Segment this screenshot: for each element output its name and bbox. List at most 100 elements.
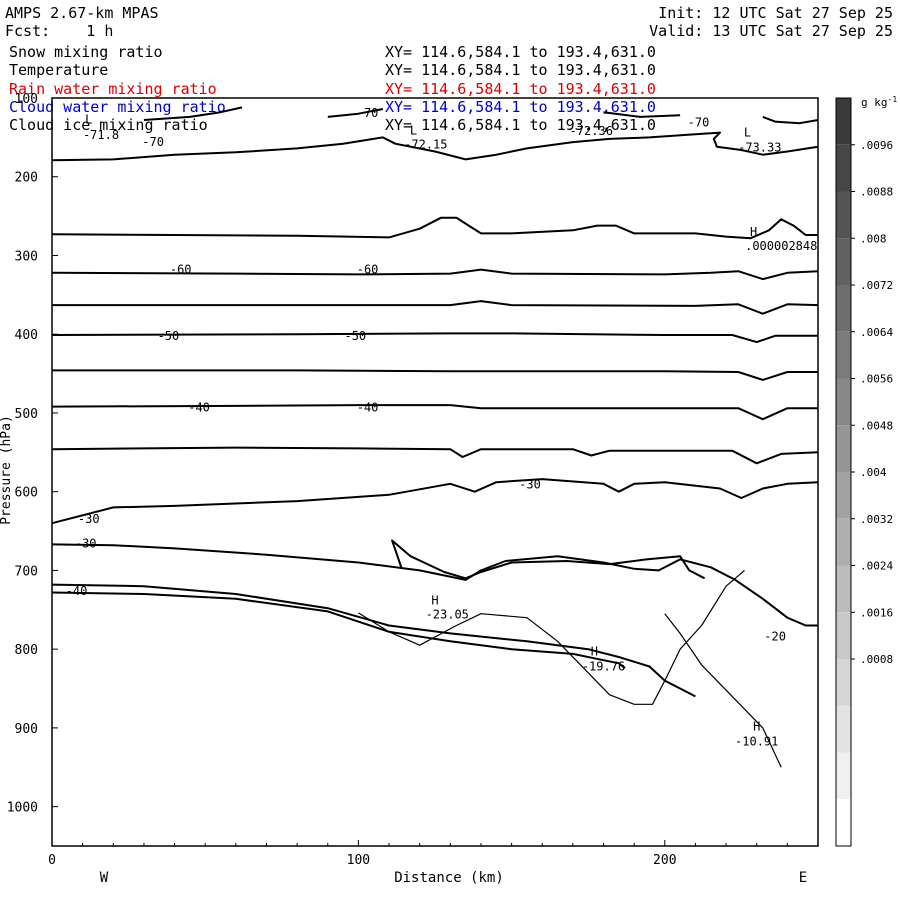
colorbar-label: .0008 [860,653,893,666]
x-tick-label: 100 [347,853,370,868]
field-xy-cloud-water: XY= 114.6,584.1 to 193.4,631.0 [385,98,656,116]
y-tick-label: 800 [15,643,38,658]
plot-frame [51,97,819,847]
y-tick-label: 500 [15,407,38,422]
colorbar-unit-base: g kg [861,96,888,109]
contour-label: -40 [66,584,88,598]
contour-label: -72.15 [404,137,447,151]
y-tick-label: 900 [15,722,38,737]
temperature-contour-line [51,404,818,421]
model-title: AMPS 2.67-km MPAS [5,4,159,22]
temperature-contour-line [52,369,818,381]
init-time: Init: 12 UTC Sat 27 Sep 25 [658,4,893,22]
colorbar-swatch [836,191,851,239]
valid-time: Valid: 13 UTC Sat 27 Sep 25 [649,22,893,40]
contour-label: -50 [158,329,180,343]
contour-label: -40 [188,400,210,414]
contour-label: -73.33 [738,141,781,155]
colorbar-swatch [836,378,851,426]
contour-label: -70 [688,115,710,129]
temperature-contour-line [51,583,696,698]
temperature-contour-line [51,332,818,344]
contour-label: -23.05 [426,608,469,622]
y-axis-label: Pressure (hPa) [0,415,14,525]
contour-label: -60 [357,263,379,277]
contour-label: H [431,593,438,607]
field-xy-snow: XY= 114.6,584.1 to 193.4,631.0 [385,43,656,61]
contour-lines [51,106,819,768]
y-tick-label: 600 [15,486,38,501]
colorbar-swatch [836,285,851,332]
temperature-contour-line [52,300,819,315]
colorbar-label: .0072 [860,279,893,292]
field-xy-cloud-ice: XY= 114.6,584.1 to 193.4,631.0 [385,116,656,134]
contour-label: -40 [357,400,379,414]
contour-label: L [85,112,92,126]
temperature-contour-line [51,591,626,669]
axis-ticks: 0 100 200 100 200 300 400 500 600 700 800 900 1000 [7,92,788,868]
contour-label: .000002848 [745,239,817,253]
colorbar-label: .008 [860,232,887,245]
contour-label: -72.36 [570,124,613,138]
colorbar-unit-exponent: -1 [888,95,898,104]
colorbar-swatch [836,98,851,145]
colorbar-swatch [836,331,851,379]
contour-label: -19.76 [582,659,625,673]
colorbar-swatch [836,659,851,706]
y-tick-label: 100 [15,92,38,107]
forecast-label: Fcst: 1 h [5,22,113,40]
colorbar-swatch [836,425,851,472]
field-xy-temperature: XY= 114.6,584.1 to 193.4,631.0 [385,61,656,79]
colorbar-swatch [836,799,851,846]
colorbar-label: .0032 [860,513,893,526]
colorbar-label: .0024 [860,560,893,573]
colorbar-swatch [836,565,851,613]
snow-contour-line [358,569,745,705]
field-name-temperature: Temperature [9,61,109,79]
fcst-value: 1 h [86,22,114,40]
colorbar-swatch [836,518,851,566]
x-axis-label: Distance (km) [394,870,504,886]
fcst-label: Fcst: [5,22,51,40]
colorbar-swatch [836,752,851,800]
temperature-contour-line [51,543,818,627]
field-name-rain: Rain water mixing ratio [9,80,217,98]
colorbar-swatch [836,705,851,753]
colorbar-swatch [836,612,851,659]
temperature-contour-line [51,446,819,465]
contour-label: -30 [78,512,100,526]
colorbar-unit: g kg-1 [861,95,897,109]
temperature-contour-line [51,216,818,240]
field-name-cloud-water: Cloud water mixing ratio [9,98,226,116]
colorbar-swatch [836,144,851,192]
field-xy-rain: XY= 114.6,584.1 to 193.4,631.0 [385,80,656,98]
colorbar-swatch [836,472,851,519]
field-name-cloud-ice: Cloud ice mixing ratio [9,116,208,134]
y-tick-label: 200 [15,171,38,186]
contour-label: -50 [344,329,366,343]
temperature-contour-line [762,115,819,125]
temperature-contour-line [143,106,243,121]
contour-label: -60 [170,263,192,277]
west-label: W [100,870,109,886]
colorbar-label: .0056 [860,373,893,386]
colorbar-label: .0048 [860,419,893,432]
colorbar-label: .0096 [860,139,893,152]
y-tick-label: 1000 [7,801,38,816]
colorbar-label: .0016 [860,606,893,619]
colorbar-label: .0064 [860,326,893,339]
contour-label: -30 [75,537,97,551]
temperature-contour-line [51,478,819,525]
contour-label: -20 [764,630,786,644]
y-tick-label: 700 [15,564,38,579]
x-tick-label: 0 [48,853,56,868]
colorbar-label: .0088 [860,186,893,199]
contour-label: H [591,645,598,659]
y-tick-label: 300 [15,249,38,264]
contour-label: L [744,126,751,140]
temperature-contour-line [51,268,819,281]
contour-label: H [750,225,757,239]
contour-label: L [410,123,417,137]
temperature-contour-line [603,111,681,118]
